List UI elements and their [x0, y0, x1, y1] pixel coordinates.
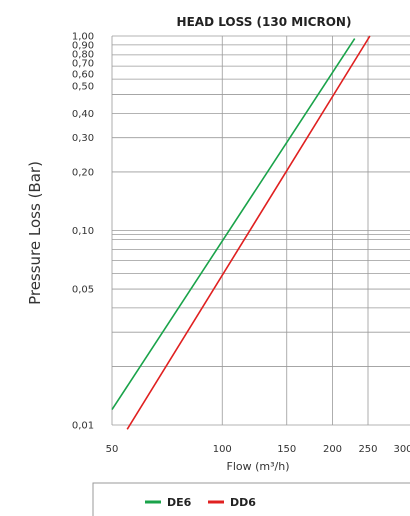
x-tick-label: 300 [393, 444, 410, 455]
y-tick-label: 0,80 [72, 50, 94, 61]
x-tick-label: 200 [323, 444, 342, 455]
x-tick-label: 250 [358, 444, 377, 455]
x-tick-label: 50 [106, 444, 119, 455]
y-tick-label: 1,00 [72, 32, 94, 43]
y-tick-label: 0,10 [72, 226, 94, 237]
y-tick-labels: 1,000,900,800,700,600,50 0,40 0,30 0,20 0,10… [72, 32, 94, 432]
y-tick-label: 0,05 [72, 285, 94, 296]
y-tick-label: 0,50 [72, 82, 94, 93]
legend-label-dd6: DD6 [230, 496, 256, 509]
series-line-de6 [111, 38, 356, 411]
y-tick-label: 0,30 [72, 133, 94, 144]
x-tick-labels: 50 100 150 200 250 300 [106, 444, 410, 455]
chart-title: HEAD LOSS (130 MICRON) [177, 15, 352, 29]
series-line-dd6 [126, 35, 371, 430]
x-axis-label: Flow (m³/h) [227, 460, 290, 473]
legend-box [92, 482, 410, 516]
y-tick-label: 0,60 [72, 70, 94, 81]
y-tick-label: 0,90 [72, 41, 94, 52]
y-tick-label: 0,01 [72, 421, 94, 432]
y-tick-label: 0,20 [72, 167, 94, 178]
grid [111, 35, 410, 426]
legend-label-de6: DE6 [167, 496, 192, 509]
x-tick-label: 150 [277, 444, 296, 455]
legend: DE6 DD6 [145, 496, 256, 509]
y-tick-label: 0,70 [72, 59, 94, 70]
y-tick-label: 0,40 [72, 109, 94, 120]
y-axis-label: Pressure Loss (Bar) [26, 161, 44, 305]
series-lines [111, 35, 371, 430]
x-tick-label: 100 [213, 444, 232, 455]
